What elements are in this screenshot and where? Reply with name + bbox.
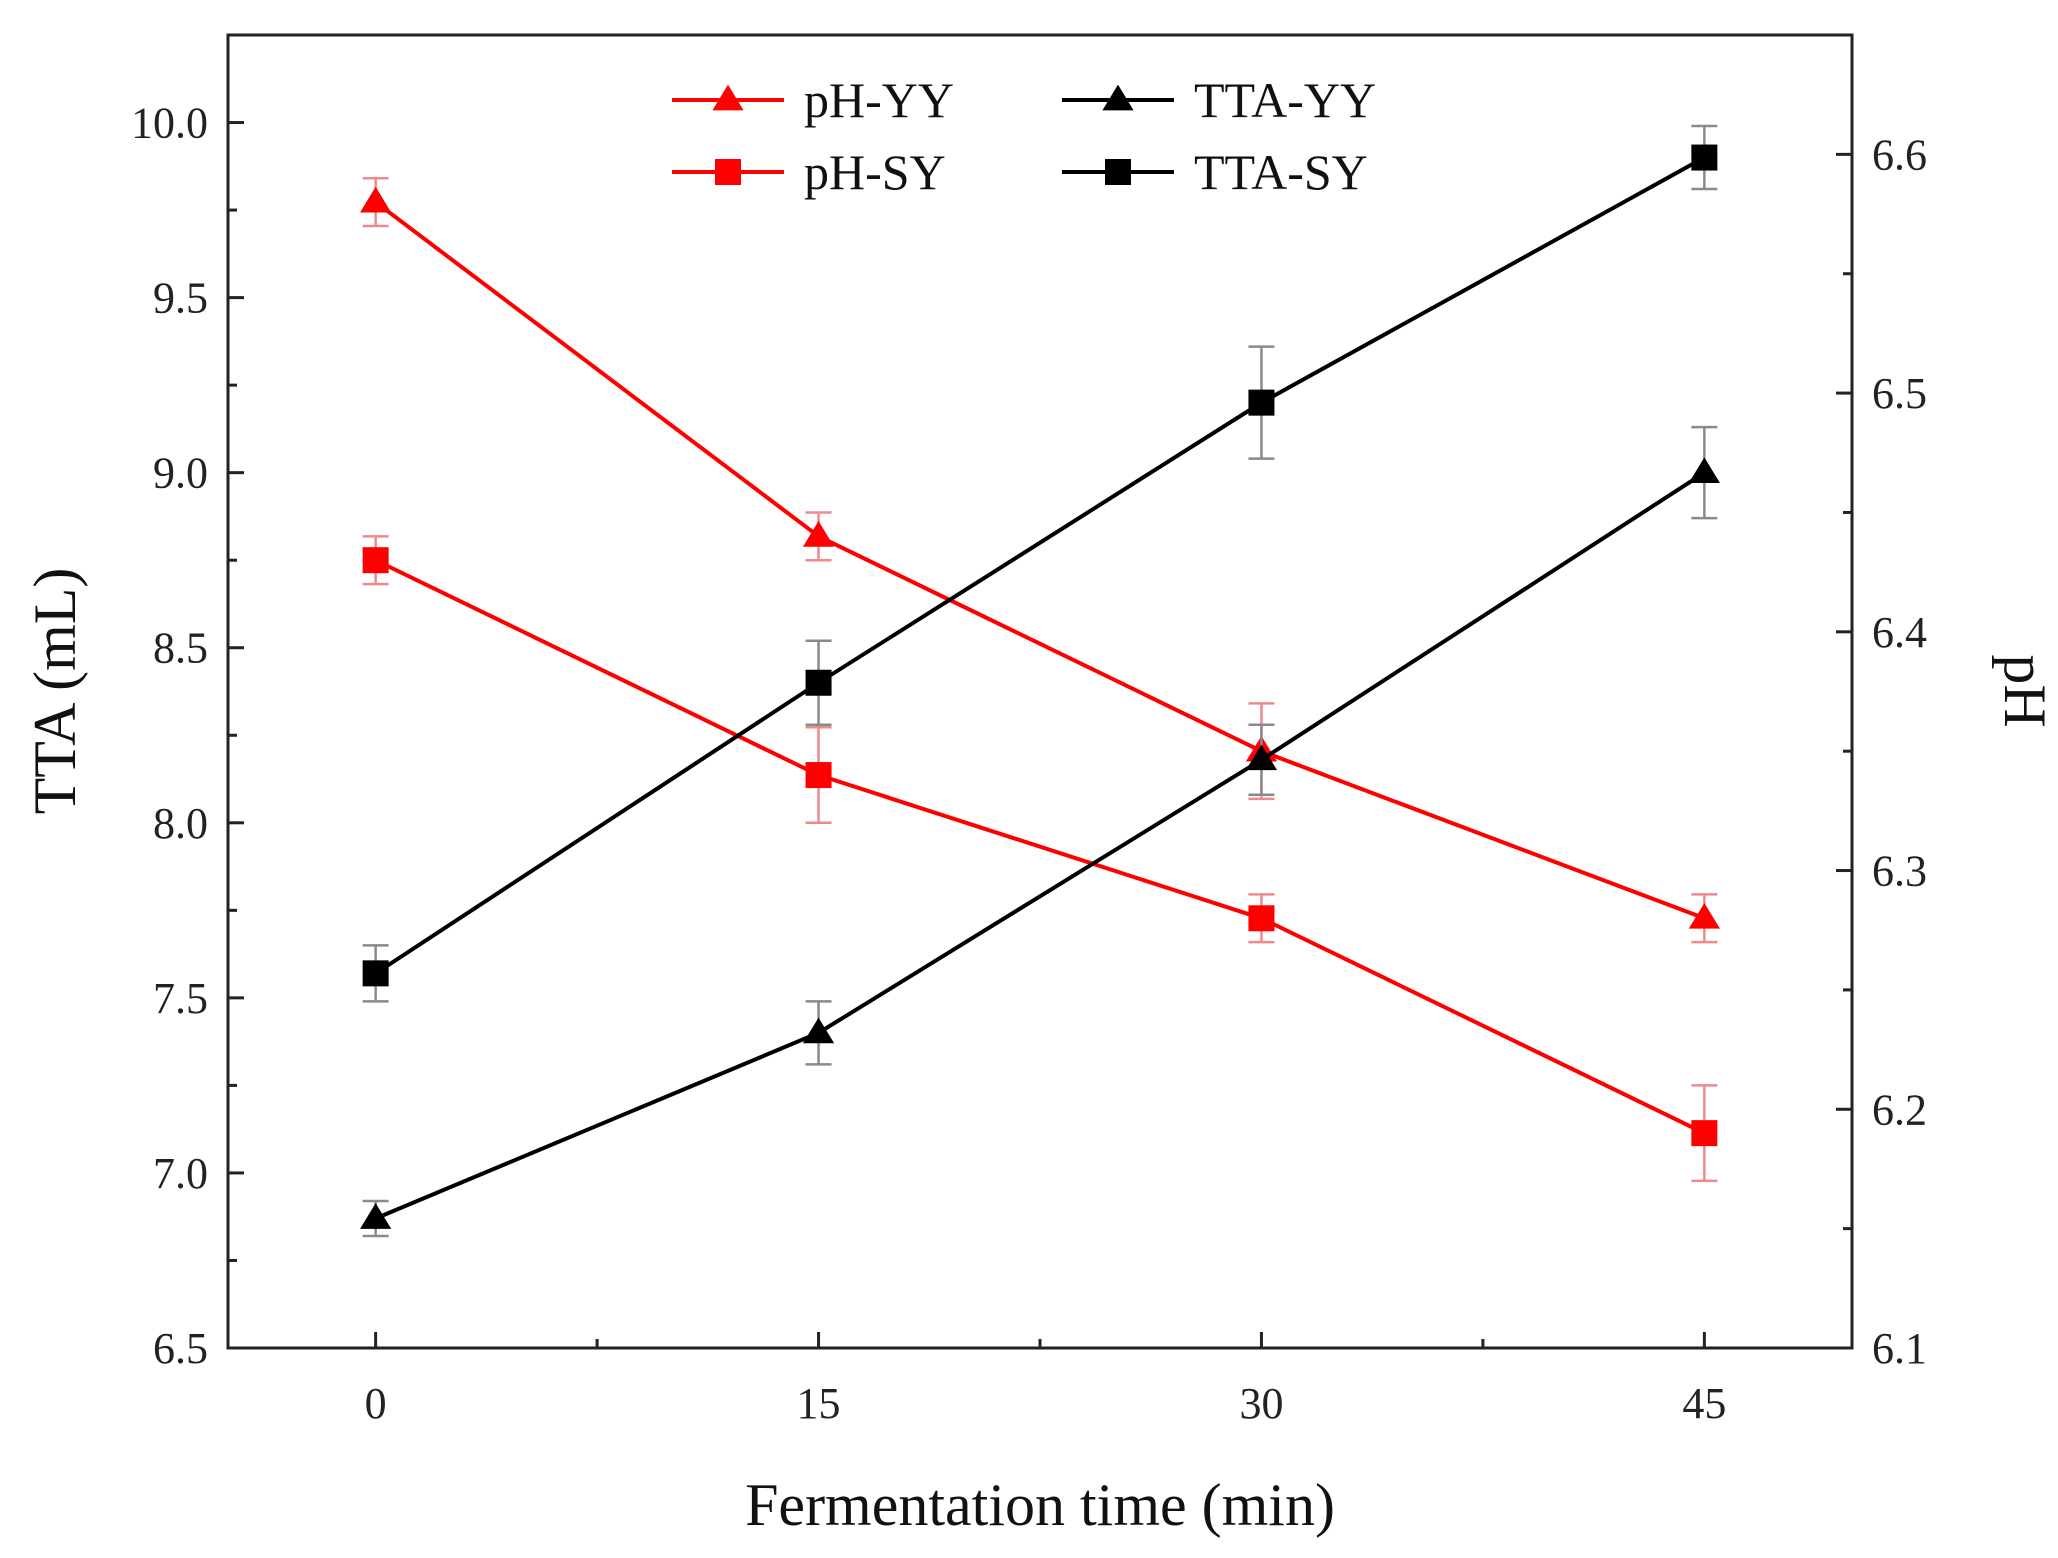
right-y-tick-label: 6.4 (1872, 608, 1927, 657)
data-point-tta-sy (362, 960, 389, 987)
left-y-tick-label: 9.0 (153, 449, 208, 498)
left-y-tick-label: 8.5 (153, 624, 208, 673)
data-point-tta-yy (802, 1017, 835, 1044)
series-line-ph-sy (374, 558, 1706, 1135)
data-point-ph-yy (802, 521, 835, 547)
x-tick-label: 0 (365, 1379, 387, 1428)
data-point-ph-yy (360, 186, 392, 213)
legend-item-ph-sy: pH-SY (672, 144, 946, 200)
x-tick-label: 45 (1682, 1379, 1726, 1428)
right-y-axis-title: pH (1992, 654, 2058, 727)
right-y-tick-label: 6.6 (1872, 130, 1927, 179)
x-axis-ticks: 0 15 30 45 (365, 1332, 1726, 1428)
left-y-tick-label: 7.5 (153, 974, 208, 1023)
x-tick-label: 30 (1239, 1379, 1283, 1428)
data-point-ph-sy (1248, 905, 1275, 932)
x-axis-title: Fermentation time (min) (745, 1472, 1335, 1538)
legend-marker (712, 84, 744, 111)
left-y-tick-label: 10.0 (131, 99, 208, 148)
series-tta-yy (360, 425, 1720, 1238)
legend-item-ph-yy: pH-YY (672, 72, 954, 128)
left-y-tick-label: 9.5 (153, 274, 208, 323)
data-point-tta-yy (1688, 457, 1720, 484)
series-ph-yy (360, 176, 1720, 944)
left-y-tick-label: 7.0 (153, 1149, 208, 1198)
legend-label: pH-YY (804, 72, 954, 128)
data-point-ph-yy (1688, 902, 1720, 929)
data-point-tta-yy (1245, 744, 1278, 771)
legend-label: TTA-SY (1194, 144, 1368, 200)
right-y-tick-label: 6.1 (1872, 1324, 1927, 1373)
legend-marker (715, 159, 741, 185)
data-point-tta-sy (805, 669, 832, 696)
series-tta-sy (362, 124, 1718, 1003)
series-line-tta-yy (374, 470, 1706, 1221)
x-tick-label: 15 (797, 1379, 841, 1428)
left-y-tick-label: 6.5 (153, 1324, 208, 1373)
right-y-tick-label: 6.5 (1872, 369, 1927, 418)
left-y-tick-label: 8.0 (153, 799, 208, 848)
data-point-tta-sy (1248, 389, 1275, 416)
left-y-axis-title: TTA (mL) (22, 568, 88, 815)
series-line-tta-sy (374, 155, 1706, 976)
left-y-axis-ticks: 6.5 7.0 7.5 8.0 8.5 9.0 9.5 10.0 (131, 33, 244, 1373)
right-y-tick-label: 6.2 (1872, 1085, 1927, 1134)
data-point-ph-sy (805, 762, 832, 789)
legend-marker (1105, 159, 1131, 185)
legend-label: TTA-YY (1194, 72, 1376, 128)
data-point-tta-yy (360, 1203, 392, 1229)
legend-item-tta-sy: TTA-SY (1062, 144, 1368, 200)
data-point-ph-sy (362, 547, 389, 574)
right-y-tick-label: 6.3 (1872, 847, 1927, 896)
data-point-ph-sy (1691, 1120, 1718, 1147)
plot-frame (226, 33, 1854, 1350)
series-line-ph-yy (374, 200, 1706, 921)
legend-label: pH-SY (804, 144, 946, 200)
series-ph-sy (362, 535, 1718, 1183)
right-y-axis-ticks: 6.1 6.2 6.3 6.4 6.5 6.6 (1836, 33, 1927, 1373)
data-point-tta-sy (1691, 144, 1718, 171)
legend-item-tta-yy: TTA-YY (1062, 72, 1376, 128)
legend: pH-YY pH-SY TTA-YY TTA-SY (672, 72, 1376, 200)
series-layer (360, 124, 1720, 1238)
legend-marker (1102, 84, 1134, 111)
